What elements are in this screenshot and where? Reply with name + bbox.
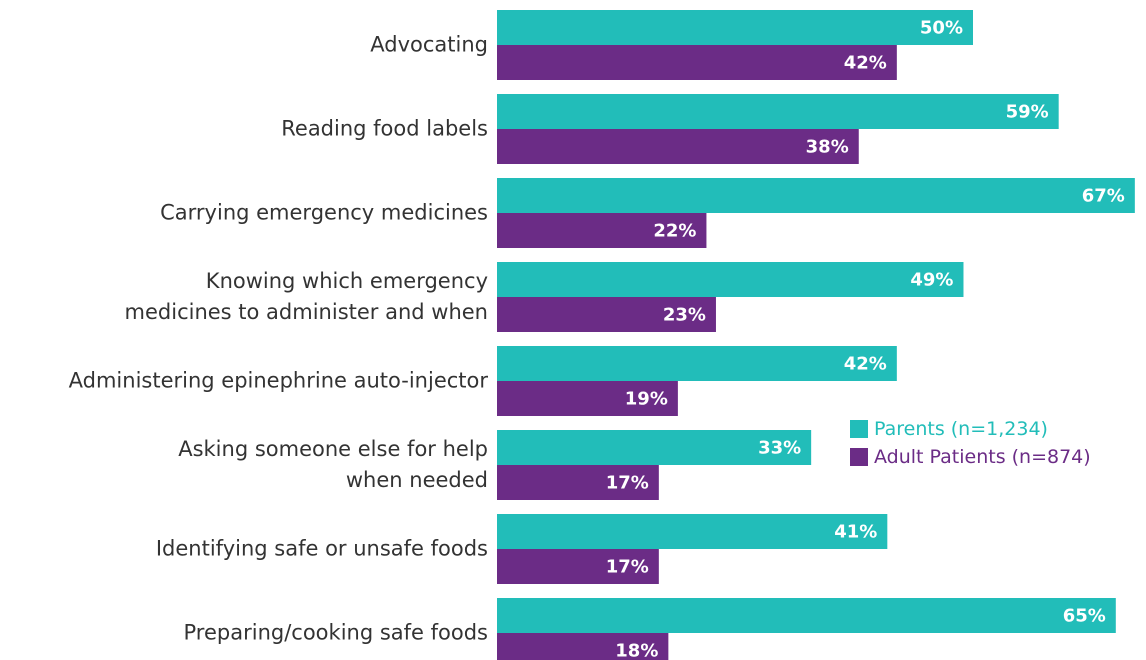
value-label: 67%: [1082, 186, 1125, 207]
legend-swatch: [850, 420, 868, 438]
value-label: 50%: [920, 18, 963, 39]
category-label: Identifying safe or unsafe foods: [155, 536, 488, 561]
category-label: Administering epinephrine auto-injector: [68, 368, 488, 393]
value-label: 19%: [625, 389, 668, 410]
bar: [497, 465, 659, 500]
category-label: Knowing which emergency medicines to adm…: [124, 269, 488, 324]
value-label: 17%: [606, 557, 649, 578]
bar: [497, 514, 888, 549]
value-label: 49%: [910, 270, 953, 291]
bar: [497, 346, 897, 381]
bar: [497, 10, 973, 45]
value-label: 42%: [844, 354, 887, 375]
value-label: 23%: [663, 305, 706, 326]
bar: [497, 297, 716, 332]
bar: [497, 262, 964, 297]
bar: [497, 178, 1135, 213]
category-label: Advocating: [370, 32, 488, 57]
legend-swatch: [850, 448, 868, 466]
bar: [497, 549, 659, 584]
bar: [497, 129, 859, 164]
bar: [497, 45, 897, 80]
legend-label: Adult Patients (n=874): [874, 446, 1091, 468]
legend-item: Adult Patients (n=874): [850, 446, 1091, 468]
value-label: 42%: [844, 53, 887, 74]
category-label: Reading food labels: [281, 116, 488, 141]
bar: [497, 598, 1116, 633]
category-label: Carrying emergency medicines: [160, 200, 488, 225]
value-label: 17%: [606, 473, 649, 494]
value-label: 59%: [1006, 102, 1049, 123]
bar: [497, 381, 678, 416]
category-label: Asking someone else for help when needed: [178, 437, 488, 492]
value-label: 38%: [806, 137, 849, 158]
bar: [497, 213, 707, 248]
legend-item: Parents (n=1,234): [850, 418, 1048, 440]
category-label: Preparing/cooking safe foods: [183, 620, 488, 645]
bar: [497, 430, 812, 465]
value-label: 22%: [653, 221, 696, 242]
legend-label: Parents (n=1,234): [874, 418, 1048, 440]
value-label: 18%: [615, 641, 658, 660]
bar: [497, 633, 669, 660]
bar: [497, 94, 1059, 129]
value-label: 33%: [758, 438, 801, 459]
value-label: 41%: [834, 522, 877, 543]
value-label: 65%: [1063, 606, 1106, 627]
